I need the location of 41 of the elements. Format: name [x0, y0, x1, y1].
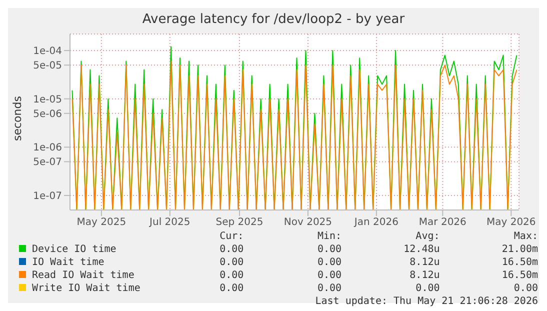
text: 0.00 — [316, 256, 343, 269]
legend-label: Write IO Wait time — [31, 282, 142, 295]
y-tick-label: 1e-04 — [33, 46, 62, 58]
y-tick-label: 1e-06 — [33, 142, 62, 154]
y-tick-label: 1e-05 — [33, 94, 62, 106]
text: 0.00 — [218, 269, 245, 282]
x-tick-label: Jan 2026 — [353, 217, 398, 228]
x-tick-label: Nov 2025 — [284, 217, 332, 228]
text: Last update: Thu May 21 21:06:28 2026 — [314, 295, 539, 308]
y-axis-title: seconds — [10, 96, 24, 140]
text: 0.00 — [218, 256, 245, 269]
y-tick-label: 5e-07 — [33, 157, 62, 168]
text: 0.00 — [414, 282, 441, 295]
text: Avg: — [414, 230, 441, 243]
chart-title: Average latency for /dev/loop2 - by year — [141, 11, 406, 29]
text: 0.00 — [218, 282, 245, 295]
x-tick-label: Sep 2025 — [216, 217, 264, 228]
text: 0.00 — [316, 243, 343, 256]
text: 0.00 — [316, 282, 343, 295]
text: Max: — [512, 230, 539, 243]
x-tick-label: May 2025 — [76, 217, 126, 228]
text: 21.00m — [500, 243, 539, 256]
text: Min: — [316, 230, 343, 243]
legend-label: IO Wait time — [31, 256, 106, 269]
x-tick-label: Jul 2025 — [148, 217, 190, 228]
text: 8.12u — [408, 269, 441, 282]
y-tick-label: 5e-06 — [33, 108, 62, 120]
x-tick-label: May 2026 — [486, 217, 536, 228]
legend-label: Read IO Wait time — [31, 269, 136, 282]
y-tick-label: 5e-05 — [33, 60, 62, 72]
legend-label: Device IO time — [31, 243, 118, 256]
text: 12.48u — [402, 243, 441, 256]
text: 16.50m — [500, 256, 539, 269]
text: 16.50m — [500, 269, 539, 282]
text: Cur: — [218, 230, 245, 243]
text: 0.00 — [218, 243, 245, 256]
x-tick-label: Mar 2026 — [418, 217, 466, 228]
text: 0.00 — [512, 282, 539, 295]
y-tick-label: 1e-07 — [33, 191, 62, 202]
text: 0.00 — [316, 269, 343, 282]
text: 8.12u — [408, 256, 441, 269]
